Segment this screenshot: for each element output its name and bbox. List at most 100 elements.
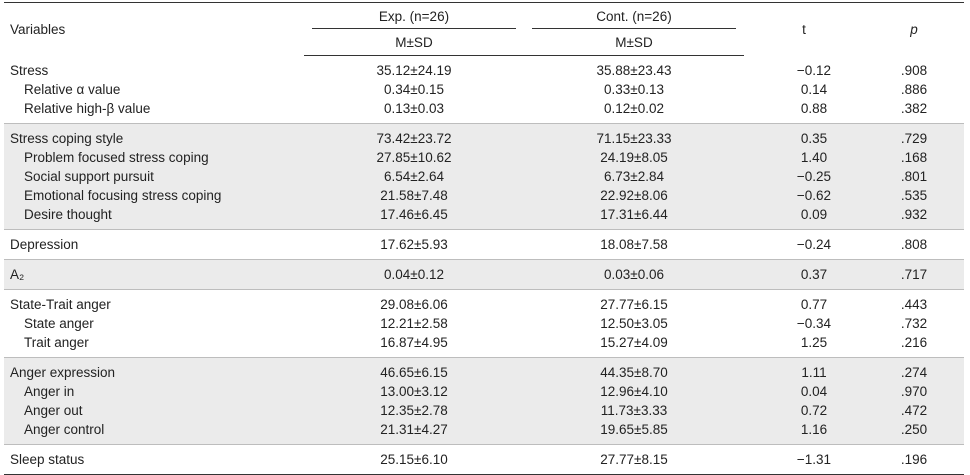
cell-p-value: .908 [900, 62, 928, 78]
cell-t-value: −0.62 [744, 186, 864, 205]
cell-p-value: .535 [864, 186, 964, 205]
table-row: Relative α value 0.34±0.15 0.33±0.13 0.14 .8… [4, 80, 964, 99]
cell-exp-value: 35.12±24.19 [376, 63, 452, 78]
table-row: Stress 35.12±24.19 35.88±23.43 −0.12 .908 [4, 56, 964, 81]
cell-cont-value: 71.15±23.33 [524, 123, 744, 148]
cell-p-value: .382 [864, 99, 964, 124]
cell-cont-value: 6.73±2.84 [524, 167, 744, 186]
table-row: Anger expression 46.65±6.15 44.35±8.70 1.11… [4, 357, 964, 382]
cell-p-value: .472 [864, 401, 964, 420]
cell-variable: Sleep status [4, 444, 304, 475]
cell-exp-value: 73.42±23.72 [304, 123, 524, 148]
table-row: Sleep status 25.15±6.10 27.77±8.15 −1.31.19… [4, 444, 964, 475]
cell-cont-value: 0.33±0.13 [604, 82, 664, 97]
cell-t-value: −0.12 [796, 62, 832, 78]
cell-t-value: 0.37 [744, 259, 864, 290]
table-row: Social support pursuit 6.54±2.64 6.73±2.84… [4, 167, 964, 186]
cell-variable: Anger expression [4, 357, 304, 382]
cell-t-value: −0.24 [744, 229, 864, 260]
cell-exp-value: 25.15±6.10 [304, 444, 524, 475]
table-row: State anger 12.21±2.58 12.50±3.05 −0.34 .732 [4, 314, 964, 333]
header-t: t [744, 2, 864, 56]
cell-variable: Problem focused stress coping [4, 148, 304, 167]
cell-t-value: 0.04 [744, 382, 864, 401]
cell-t-value: 1.40 [744, 148, 864, 167]
cell-t-value: 0.09 [744, 205, 864, 230]
table-row: Anger out 12.35±2.78 11.73±3.33 0.72.472 [4, 401, 964, 420]
table-row: Emotional focusing stress coping 21.58±7.… [4, 186, 964, 205]
cell-exp-value: 16.87±4.95 [304, 333, 524, 358]
cell-cont-value: 22.92±8.06 [524, 186, 744, 205]
header-exp-group: Exp. (n=26) [304, 2, 524, 29]
cell-variable: State-Trait anger [10, 297, 111, 312]
table-row: Relative high-β value 0.13±0.03 0.12±0.02 0… [4, 99, 964, 124]
table-header: Variables Exp. (n=26) Cont. (n=26) t p M… [4, 2, 964, 56]
cell-exp-value: 46.65±6.15 [304, 357, 524, 382]
cell-exp-value: 17.46±6.45 [304, 205, 524, 230]
cell-exp-value: 21.58±7.48 [304, 186, 524, 205]
cell-cont-value: 12.96±4.10 [524, 382, 744, 401]
cell-cont-value: 27.77±8.15 [524, 444, 744, 475]
cell-p-value: .970 [864, 382, 964, 401]
cell-exp-value: 12.21±2.58 [380, 316, 448, 331]
cell-exp-value: 17.62±5.93 [304, 229, 524, 260]
cell-exp-value: 0.13±0.03 [304, 99, 524, 124]
table-row: A₂ 0.04±0.12 0.03±0.06 0.37.717 [4, 259, 964, 290]
cell-cont-value: 0.03±0.06 [524, 259, 744, 290]
cell-t-value: 1.25 [744, 333, 864, 358]
cell-t-value: 1.11 [744, 357, 864, 382]
cell-cont-value: 19.65±5.85 [524, 420, 744, 445]
cell-cont-value: 17.31±6.44 [524, 205, 744, 230]
cell-p-value: .443 [900, 297, 928, 312]
cell-variable: Anger control [4, 420, 304, 445]
cell-t-value: 0.77 [800, 297, 828, 312]
cell-t-value: 0.72 [744, 401, 864, 420]
cell-exp-value: 0.04±0.12 [304, 259, 524, 290]
cell-cont-value: 35.88±23.43 [596, 63, 672, 78]
cell-cont-value: 18.08±7.58 [524, 229, 744, 260]
cell-exp-value: 0.34±0.15 [384, 82, 444, 97]
cell-variable: Stress coping style [4, 123, 304, 148]
header-exp: Exp. (n=26) [378, 8, 450, 24]
cell-t-value: 0.88 [744, 99, 864, 124]
table-row: Anger control 21.31±4.27 19.65±5.85 1.16.25… [4, 420, 964, 445]
cell-p-value: .729 [864, 123, 964, 148]
header-cont-group: Cont. (n=26) [524, 2, 744, 29]
header-p: p [864, 2, 964, 56]
cell-p-value: .216 [864, 333, 964, 358]
cell-variable: Emotional focusing stress coping [4, 186, 304, 205]
cell-p-value: .168 [864, 148, 964, 167]
cell-p-value: .886 [900, 82, 928, 97]
header-variables: Variables [4, 2, 304, 56]
cell-p-value: .250 [864, 420, 964, 445]
header-exp-msd: M±SD [304, 29, 524, 56]
cell-p-value: .932 [864, 205, 964, 230]
table-row: Problem focused stress coping 27.85±10.62… [4, 148, 964, 167]
table-row: Anger in 13.00±3.12 12.96±4.10 0.04.970 [4, 382, 964, 401]
header-cont: Cont. (n=26) [596, 8, 672, 24]
table-row: Desire thought 17.46±6.45 17.31±6.44 0.09.9… [4, 205, 964, 230]
cell-exp-value: 6.54±2.64 [304, 167, 524, 186]
table-row: Depression 17.62±5.93 18.08±7.58 −0.24.808 [4, 229, 964, 260]
header-cont-rule [532, 28, 736, 29]
cell-exp-value: 12.35±2.78 [304, 401, 524, 420]
cell-t-value: 0.14 [800, 82, 828, 97]
cell-variable: Desire thought [4, 205, 304, 230]
cell-p-value: .732 [900, 316, 928, 331]
cell-cont-value: 27.77±6.15 [600, 297, 668, 312]
table-row: Stress coping style 73.42±23.72 71.15±23.3… [4, 123, 964, 148]
cell-p-value: .196 [864, 444, 964, 475]
cell-cont-value: 11.73±3.33 [524, 401, 744, 420]
cell-exp-value: 29.08±6.06 [380, 297, 448, 312]
cell-variable: State anger [24, 316, 94, 331]
cell-p-value: .274 [864, 357, 964, 382]
cell-variable: Relative high-β value [4, 99, 304, 124]
cell-variable: Depression [4, 229, 304, 260]
cell-cont-value: 24.19±8.05 [524, 148, 744, 167]
cell-p-value: .717 [864, 259, 964, 290]
cell-variable: Anger in [4, 382, 304, 401]
cell-cont-value: 0.12±0.02 [524, 99, 744, 124]
table-row: Trait anger 16.87±4.95 15.27±4.09 1.25.216 [4, 333, 964, 358]
cell-exp-value: 13.00±3.12 [304, 382, 524, 401]
cell-variable: Anger out [4, 401, 304, 420]
